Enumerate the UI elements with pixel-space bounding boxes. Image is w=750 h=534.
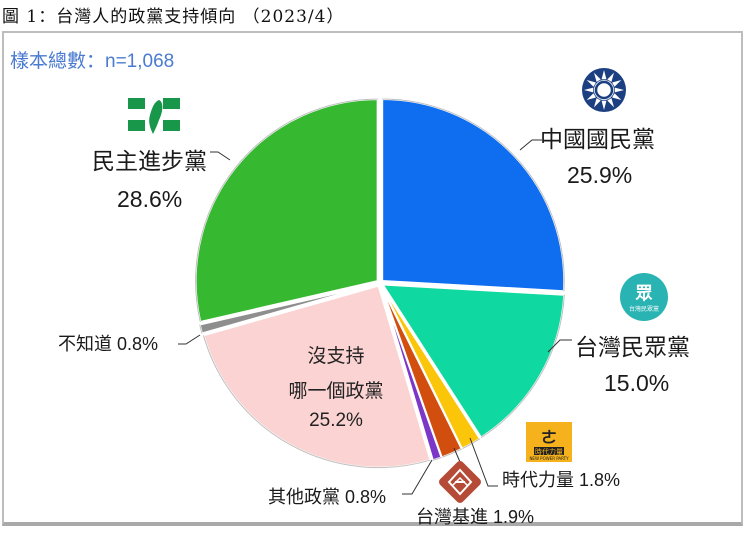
pie-slice	[379, 285, 443, 462]
dpp-taiwan-icon	[128, 98, 180, 134]
svg-text:台灣民眾黨: 台灣民眾黨	[629, 305, 659, 313]
pie-slice	[198, 282, 378, 335]
tpp-circle-icon: 眾 台灣民眾黨	[620, 273, 668, 321]
kmt-percent: 25.9%	[567, 162, 633, 188]
no-support-percent: 25.2%	[309, 410, 363, 431]
svg-text:ㄜ: ㄜ	[541, 428, 557, 447]
tpp-percent: 15.0%	[604, 370, 670, 396]
no-support-label-line1: 沒支持	[307, 346, 365, 367]
pie-slice	[380, 283, 566, 439]
no-support-label-line2: 哪一個政黨	[288, 381, 384, 402]
kmt-sun-icon	[582, 68, 626, 112]
tpp-logo-text: 眾	[635, 284, 653, 304]
sample-size-label: 樣本總數：n=1,068	[10, 51, 175, 72]
pie-slice	[202, 284, 432, 469]
svg-text:時代力量: 時代力量	[535, 447, 563, 456]
npp-label: 時代力量 1.8%	[502, 470, 621, 490]
kmt-label: 中國國民黨	[540, 126, 655, 152]
svg-text:NEW POWER PARTY: NEW POWER PARTY	[529, 456, 569, 461]
tpp-label: 台灣民眾黨	[575, 334, 690, 360]
pie-slice	[194, 98, 379, 324]
tsp-diamond-icon	[439, 461, 481, 503]
leader-lines	[178, 139, 572, 495]
other-party-label: 其他政黨 0.8%	[268, 487, 387, 507]
dpp-percent: 28.6%	[117, 186, 183, 212]
unknown-label: 不知道 0.8%	[58, 334, 159, 354]
pie-slice	[381, 97, 566, 293]
tsp-label: 台灣基進 1.9%	[416, 507, 535, 527]
npp-square-icon: ㄜ 時代力量 NEW POWER PARTY	[526, 422, 572, 462]
figure-title: 圖 1：台灣人的政黨支持傾向 （2023/4）	[2, 7, 345, 27]
dpp-label: 民主進步黨	[92, 148, 207, 174]
pie-slices	[194, 97, 566, 469]
